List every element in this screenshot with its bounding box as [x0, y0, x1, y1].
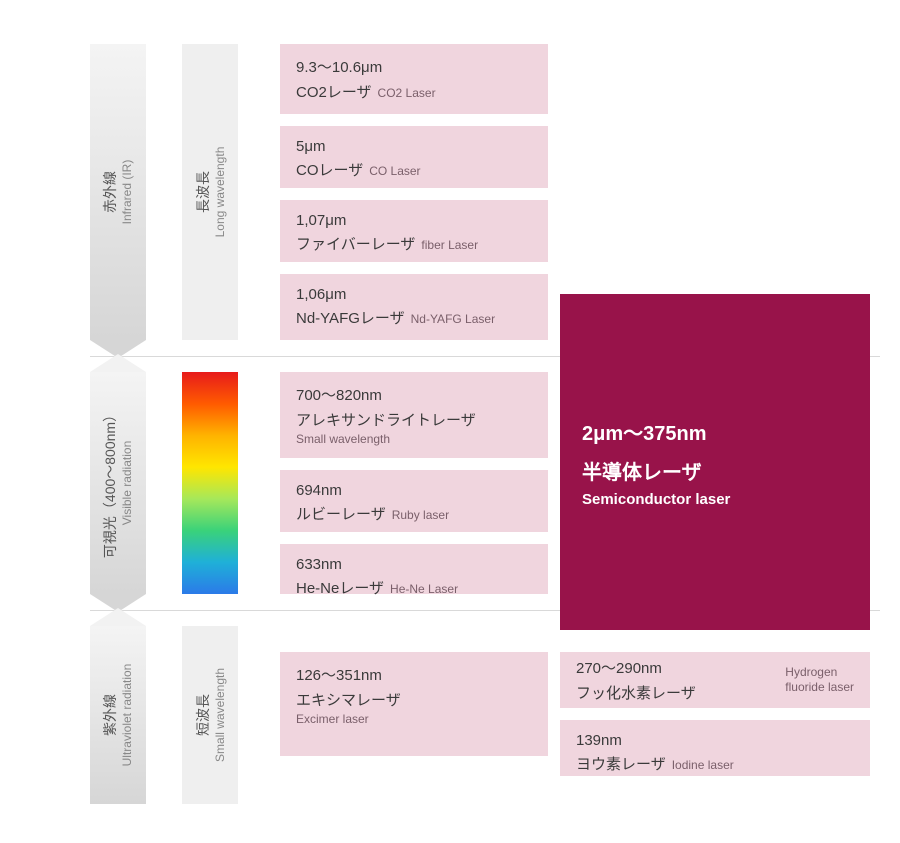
band-label-en: Infrared (IR): [119, 160, 134, 225]
laser-box-fiber: 1,07μm ファイバーレーザ fiber Laser: [280, 200, 548, 262]
wavelength-col-short: 短波長Small wavelength: [182, 626, 238, 804]
hero-name-en: Semiconductor laser: [582, 491, 848, 508]
laser-wavelength: 1,07μm: [296, 212, 532, 229]
laser-spectrum-diagram: 赤外線Infrared (IR) 可視光（400～800nm）Visible ra…: [90, 20, 890, 820]
laser-box-co: 5μm COレーザ CO Laser: [280, 126, 548, 188]
laser-wavelength: 694nm: [296, 482, 532, 499]
band-label-en: Visible radiation: [119, 408, 134, 558]
laser-box-alex: 700～820nm アレキサンドライトレーザ Small wavelength: [280, 372, 548, 458]
wlcol-label-en: Long wavelength: [213, 147, 227, 238]
laser-wavelength: 1,06μm: [296, 286, 532, 303]
laser-name-jp: COレーザ: [296, 162, 363, 179]
laser-name-en: Ruby laser: [392, 508, 449, 522]
laser-wavelength: 9.3～10.6μm: [296, 56, 532, 77]
laser-wavelength: 126～351nm: [296, 664, 532, 685]
band-label-jp: 赤外線: [102, 171, 118, 213]
laser-name-jp: フッ化水素レーザ: [576, 685, 696, 702]
laser-box-co2: 9.3～10.6μm CO2レーザ CO2 Laser: [280, 44, 548, 114]
laser-name-en: Iodine laser: [672, 758, 734, 772]
laser-name-en: CO2 Laser: [378, 86, 436, 100]
laser-name-en: Excimer laser: [296, 712, 532, 726]
laser-name-en: CO Laser: [369, 164, 420, 178]
laser-name-jp: Nd-YAFGレーザ: [296, 310, 405, 327]
laser-box-excimer: 126～351nm エキシマレーザ Excimer laser: [280, 652, 548, 756]
hero-wavelength: 2μm～375nm: [582, 417, 848, 446]
laser-name-jp: He-Neレーザ: [296, 580, 384, 597]
laser-name-en: Nd-YAFG Laser: [411, 312, 495, 326]
laser-name-jp: ヨウ素レーザ: [576, 756, 666, 773]
laser-wavelength: 139nm: [576, 732, 854, 749]
laser-box-ruby: 694nm ルビーレーザ Ruby laser: [280, 470, 548, 532]
laser-wavelength: 5μm: [296, 138, 532, 155]
band-label-jp: 紫外線: [102, 694, 118, 736]
laser-name-en: fiber Laser: [421, 238, 478, 252]
laser-name-en: Hydrogenfluoride laser: [785, 665, 854, 695]
wlcol-label-jp: 長波長: [195, 171, 211, 213]
band-label-jp: 可視光（400～800nm）: [102, 408, 118, 558]
laser-wavelength: 270～290nm: [576, 657, 773, 678]
laser-box-iodine: 139nm ヨウ素レーザ Iodine laser: [560, 720, 870, 776]
laser-box-hf: 270～290nm フッ化水素レーザ Hydrogenfluoride laser: [560, 652, 870, 708]
laser-name-en: He-Ne Laser: [390, 582, 458, 596]
laser-name-jp: ファイバーレーザ: [296, 236, 415, 253]
laser-wavelength: 700～820nm: [296, 384, 532, 405]
hero-name-jp: 半導体レーザ: [582, 456, 848, 485]
wlcol-label-en: Small wavelength: [213, 668, 227, 762]
spectrum-band-uv: 紫外線Ultraviolet radiation: [90, 626, 146, 804]
band-label-en: Ultraviolet radiation: [119, 664, 134, 767]
visible-spectrum-strip: [182, 372, 238, 594]
laser-name-jp: CO2レーザ: [296, 84, 372, 101]
laser-name-jp: アレキサンドライトレーザ: [296, 409, 532, 430]
wlcol-label-jp: 短波長: [195, 694, 211, 736]
laser-wavelength: 633nm: [296, 556, 532, 573]
laser-name-jp: ルビーレーザ: [296, 506, 386, 523]
laser-box-hene: 633nm He-Neレーザ He-Ne Laser: [280, 544, 548, 594]
laser-box-ndyag: 1,06μm Nd-YAFGレーザ Nd-YAFG Laser: [280, 274, 548, 340]
spectrum-band-vis: 可視光（400～800nm）Visible radiation: [90, 372, 146, 594]
semiconductor-laser-hero: 2μm～375nm 半導体レーザ Semiconductor laser: [560, 294, 870, 630]
wavelength-col-long: 長波長Long wavelength: [182, 44, 238, 340]
spectrum-band-ir: 赤外線Infrared (IR): [90, 44, 146, 340]
laser-name-jp: エキシマレーザ: [296, 689, 532, 710]
laser-name-en: Small wavelength: [296, 432, 532, 446]
